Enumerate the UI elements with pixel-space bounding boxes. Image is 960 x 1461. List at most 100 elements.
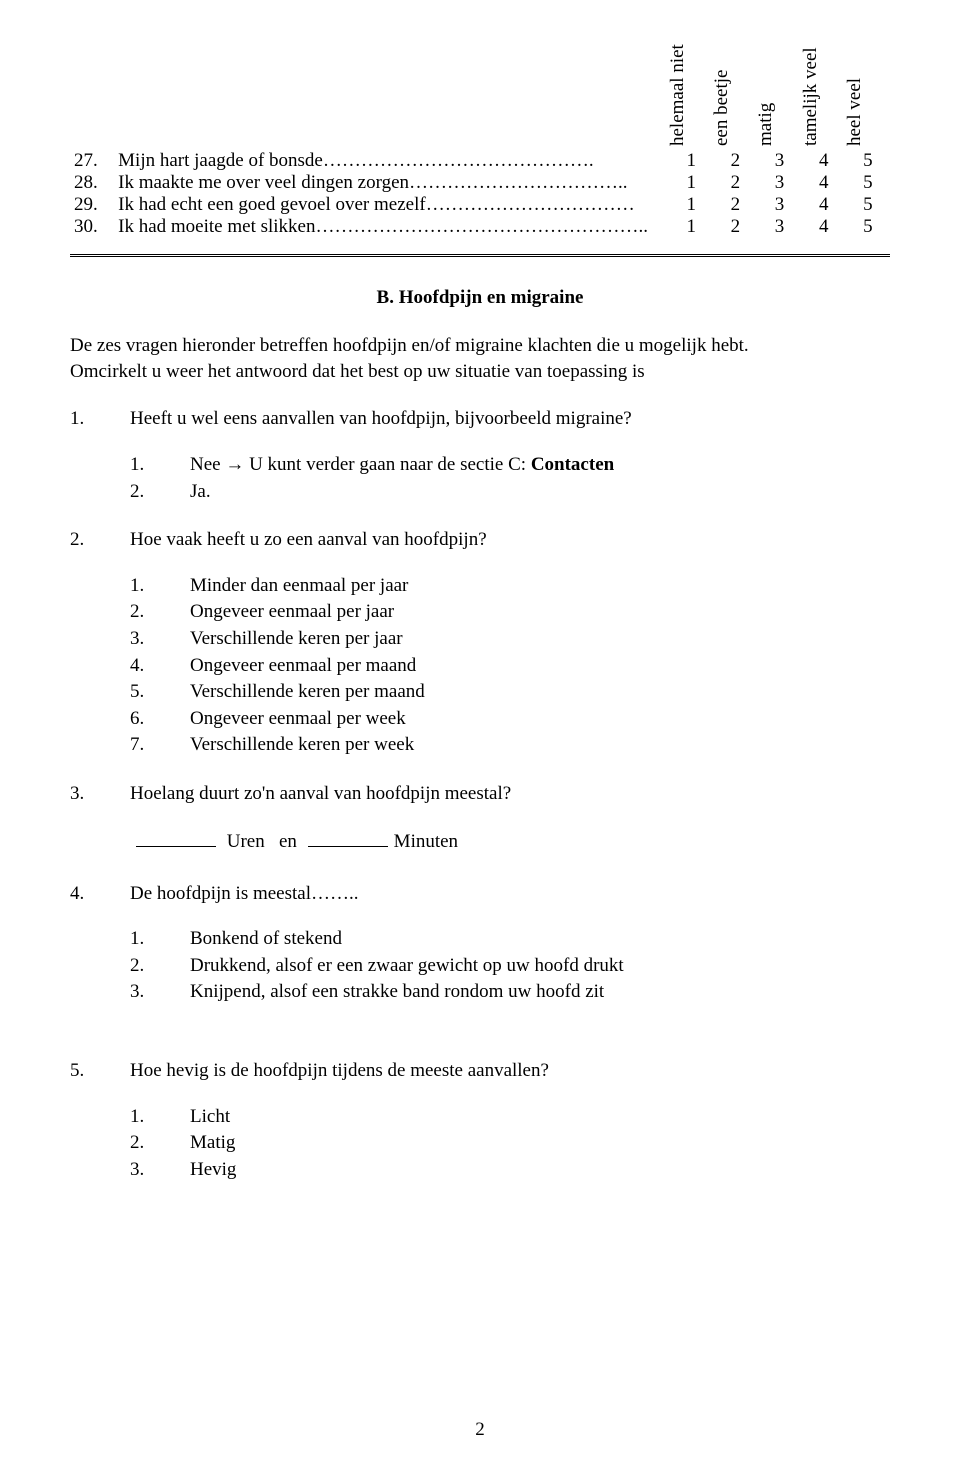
list-item: 4.Ongeveer eenmaal per maand [130, 653, 890, 680]
list-item: 1.Bonkend of stekend [130, 926, 890, 953]
q3-num: 3. [70, 781, 130, 807]
table-row: 29. Ik had echt een goed gevoel over mez… [70, 194, 890, 216]
rating-value: 4 [802, 216, 846, 238]
q1-opt-2: 2. Ja. [130, 479, 890, 506]
opt-num: 2. [130, 599, 190, 626]
opt-text: Ongeveer eenmaal per maand [190, 653, 890, 680]
header-matig: matig [755, 126, 777, 146]
intro-line-2: Omcirkelt u weer het antwoord dat het be… [70, 361, 645, 382]
opt-text: Matig [190, 1130, 890, 1157]
opt-bold: Contacten [531, 454, 614, 475]
rating-value: 5 [846, 216, 890, 238]
opt-text: Ja. [190, 479, 890, 506]
opt-text: Ongeveer eenmaal per week [190, 706, 890, 733]
q4-num: 4. [70, 881, 130, 907]
opt-text: Minder dan eenmaal per jaar [190, 573, 890, 600]
rating-value: 2 [713, 172, 757, 194]
opt-text: Bonkend of stekend [190, 926, 890, 953]
rating-value: 2 [713, 216, 757, 238]
section-b-title: B. Hoofdpijn en migraine [70, 287, 890, 309]
hours-blank [136, 827, 216, 847]
opt-text: Ongeveer eenmaal per jaar [190, 599, 890, 626]
header-tamelijk-veel: tamelijk veel [800, 126, 822, 146]
opt-text: Verschillende keren per week [190, 732, 890, 759]
minutes-blank [308, 827, 388, 847]
rating-value: 3 [757, 216, 801, 238]
opt-num: 3. [130, 1157, 190, 1184]
rating-value: 1 [669, 216, 713, 238]
row-trail: …………………………………………….. [315, 216, 648, 237]
row-num: 30. [70, 216, 114, 238]
opt-num: 3. [130, 626, 190, 653]
q3: 3. Hoelang duurt zo'n aanval van hoofdpi… [70, 781, 890, 807]
list-item: 3.Verschillende keren per jaar [130, 626, 890, 653]
q1-text: Heeft u wel eens aanvallen van hoofdpijn… [130, 406, 890, 432]
opt-num: 1. [130, 926, 190, 953]
rating-value: 3 [757, 194, 801, 216]
q4: 4. De hoofdpijn is meestal…….. [70, 881, 890, 907]
list-item: 1.Minder dan eenmaal per jaar [130, 573, 890, 600]
rating-header-row: helemaal niet een beetje matig tamelijk … [70, 20, 890, 150]
list-item: 5.Verschillende keren per maand [130, 679, 890, 706]
intro-paragraph: De zes vragen hieronder betreffen hoofdp… [70, 333, 890, 384]
opt-num: 6. [130, 706, 190, 733]
q2-text: Hoe vaak heeft u zo een aanval van hoofd… [130, 527, 890, 553]
rating-value: 4 [802, 150, 846, 172]
row-text: Ik had moeite met slikken [118, 216, 315, 237]
list-item: 2.Matig [130, 1130, 890, 1157]
opt-text: Licht [190, 1104, 890, 1131]
fill-mid: en [279, 831, 297, 852]
rating-value: 1 [669, 150, 713, 172]
rating-value: 2 [713, 150, 757, 172]
section-divider [70, 254, 890, 257]
list-item: 7.Verschillende keren per week [130, 732, 890, 759]
table-row: 30. Ik had moeite met slikken……………………………… [70, 216, 890, 238]
row-num: 27. [70, 150, 114, 172]
list-item: 2.Drukkend, alsof er een zwaar gewicht o… [130, 953, 890, 980]
rating-value: 2 [713, 194, 757, 216]
opt-text: Nee → U kunt verder gaan naar de sectie … [190, 454, 531, 475]
list-item: 6.Ongeveer eenmaal per week [130, 706, 890, 733]
header-een-beetje: een beetje [711, 126, 733, 146]
q5-text: Hoe hevig is de hoofdpijn tijdens de mee… [130, 1058, 890, 1084]
opt-text: Knijpend, alsof een strakke band rondom … [190, 979, 890, 1006]
opt-num: 1. [130, 573, 190, 600]
q4-options: 1.Bonkend of stekend 2.Drukkend, alsof e… [130, 926, 890, 1006]
row-num: 29. [70, 194, 114, 216]
q2-num: 2. [70, 527, 130, 553]
list-item: 1.Licht [130, 1104, 890, 1131]
row-text: Mijn hart jaagde of bonsde [118, 150, 323, 171]
row-trail: …………………………… [426, 194, 635, 215]
row-num: 28. [70, 172, 114, 194]
rating-value: 4 [802, 194, 846, 216]
list-item: 3.Knijpend, alsof een strakke band rondo… [130, 979, 890, 1006]
rating-value: 1 [669, 194, 713, 216]
opt-num: 7. [130, 732, 190, 759]
row-trail: …………………………….. [409, 172, 628, 193]
list-item: 3.Hevig [130, 1157, 890, 1184]
q5-num: 5. [70, 1058, 130, 1084]
opt-num: 4. [130, 653, 190, 680]
opt-num: 1. [130, 1104, 190, 1131]
list-item: 2.Ongeveer eenmaal per jaar [130, 599, 890, 626]
intro-line-1: De zes vragen hieronder betreffen hoofdp… [70, 335, 749, 356]
row-text: Ik maakte me over veel dingen zorgen [118, 172, 409, 193]
hours-label: Uren [227, 831, 265, 852]
rating-value: 3 [757, 150, 801, 172]
rating-value: 1 [669, 172, 713, 194]
q5-options: 1.Licht 2.Matig 3.Hevig [130, 1104, 890, 1184]
row-trail: ……………………………………. [323, 150, 594, 171]
rating-value: 5 [846, 150, 890, 172]
opt-num: 5. [130, 679, 190, 706]
minutes-label: Minuten [394, 831, 458, 852]
opt-text: Verschillende keren per maand [190, 679, 890, 706]
rating-table: helemaal niet een beetje matig tamelijk … [70, 20, 890, 238]
page-number: 2 [0, 1419, 960, 1441]
table-row: 28. Ik maakte me over veel dingen zorgen… [70, 172, 890, 194]
q1-num: 1. [70, 406, 130, 432]
row-text: Ik had echt een goed gevoel over mezelf [118, 194, 426, 215]
opt-text: Hevig [190, 1157, 890, 1184]
rating-value: 4 [802, 172, 846, 194]
rating-value: 3 [757, 172, 801, 194]
opt-text: Verschillende keren per jaar [190, 626, 890, 653]
